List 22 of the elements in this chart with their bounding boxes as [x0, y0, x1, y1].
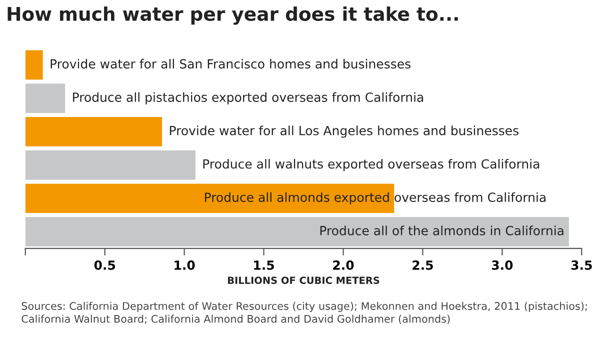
y-tick-label: Provide water for all Los Angeles homes and businesses — [170, 126, 518, 138]
x-tick-label: 2.0 — [333, 260, 354, 270]
x-tick-label: 1.5 — [254, 260, 274, 270]
x-tick-label: 0.5 — [94, 260, 116, 270]
y-tick-label: Produce all pistachios exported overseas from California — [73, 92, 424, 104]
x-axis-title: BILLIONS OF CUBIC METERS — [228, 276, 380, 284]
y-tick-label: Produce all of the almonds in California — [320, 226, 564, 236]
x-tick-label: 2.5 — [412, 260, 433, 270]
y-tick-label: Produce all walnuts exported overseas from California — [203, 158, 540, 172]
bar — [25, 50, 43, 80]
y-tick-label: Provide water for all San Francisco homes and businesses — [50, 58, 410, 69]
bar — [25, 117, 162, 146]
bar — [25, 150, 196, 180]
chart-title: How much water per year does it take to... — [8, 6, 458, 25]
bar — [25, 84, 66, 113]
x-tick-label: 3.5 — [571, 260, 592, 270]
y-tick-label: Produce all almonds exported overseas from California — [205, 192, 546, 204]
bar — [25, 184, 394, 214]
bar — [25, 217, 569, 246]
x-tick-label: 3.0 — [492, 260, 513, 270]
x-tick-label: 1.0 — [174, 260, 195, 270]
source-note: Sources: California Department of Water Resources (city usage); Mekonnen and Hoekstra, 2011 (pistachios); California Walnut Board; California Almond Board and David Goldhamer (almonds) — [22, 302, 587, 324]
